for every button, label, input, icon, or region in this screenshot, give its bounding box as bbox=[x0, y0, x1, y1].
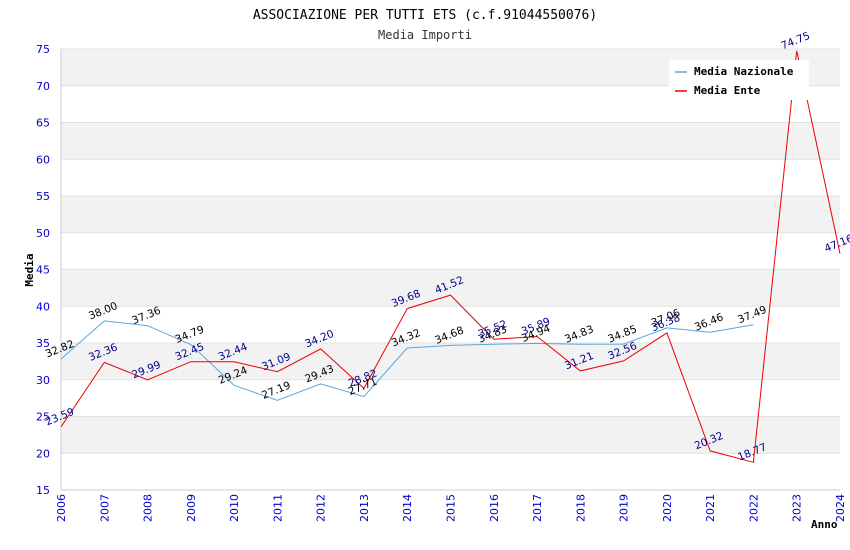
y-tick-label: 75 bbox=[36, 43, 50, 56]
chart-subtitle: Media Importi bbox=[378, 28, 472, 42]
y-tick-label: 50 bbox=[36, 227, 50, 240]
x-tick-label: 2017 bbox=[531, 494, 544, 522]
y-tick-label: 55 bbox=[36, 190, 50, 203]
legend-box bbox=[669, 60, 809, 100]
y-tick-label: 25 bbox=[36, 411, 50, 424]
grid-band bbox=[61, 379, 840, 417]
x-tick-label: 2021 bbox=[704, 494, 717, 522]
x-tick-label: 2012 bbox=[315, 494, 328, 522]
x-tick-label: 2023 bbox=[791, 494, 804, 522]
y-tick-label: 20 bbox=[36, 447, 50, 460]
x-tick-label: 2020 bbox=[661, 494, 674, 522]
x-axis-label: Anno bbox=[811, 518, 838, 531]
grid-band bbox=[61, 416, 840, 454]
grid-bands bbox=[61, 49, 840, 490]
x-tick-label: 2019 bbox=[618, 494, 631, 522]
x-tick-label: 2014 bbox=[401, 494, 414, 522]
y-axis-label: Media bbox=[23, 253, 36, 286]
x-tick-label: 2015 bbox=[445, 494, 458, 522]
y-tick-label: 60 bbox=[36, 153, 50, 166]
legend: Media Nazionale Media Ente bbox=[669, 60, 809, 100]
grid-band bbox=[61, 122, 840, 160]
chart-title: ASSOCIAZIONE PER TUTTI ETS (c.f.91044550… bbox=[253, 8, 597, 23]
grid-band bbox=[61, 306, 840, 343]
y-tick-label: 65 bbox=[36, 117, 50, 130]
grid-band bbox=[61, 269, 840, 307]
x-tick-label: 2018 bbox=[574, 494, 587, 522]
y-tick-label: 45 bbox=[36, 264, 50, 277]
x-tick-label: 2013 bbox=[358, 494, 371, 522]
axes bbox=[60, 49, 840, 491]
x-tick-label: 2022 bbox=[747, 494, 760, 522]
y-tick-label: 70 bbox=[36, 80, 50, 93]
grid-band bbox=[61, 453, 840, 490]
y-tick-label: 40 bbox=[36, 300, 50, 313]
y-tick-label: 30 bbox=[36, 374, 50, 387]
x-tick-label: 2009 bbox=[185, 494, 198, 522]
y-tick-label: 35 bbox=[36, 337, 50, 350]
x-tick-label: 2024 bbox=[834, 494, 847, 522]
series-line-media-nazionale bbox=[60, 320, 754, 401]
x-tick-label: 2016 bbox=[488, 494, 501, 522]
y-tick-labels: 15 20 25 30 35 40 45 50 55 60 65 70 75 bbox=[36, 43, 50, 497]
x-tick-label: 2007 bbox=[98, 494, 111, 522]
series-line-media-ente bbox=[60, 50, 841, 463]
grid-band bbox=[61, 232, 840, 270]
legend-label-media-nazionale: Media Nazionale bbox=[694, 65, 794, 78]
y-tick-label: 15 bbox=[36, 484, 50, 497]
x-tick-label: 2006 bbox=[55, 494, 68, 522]
legend-label-media-ente: Media Ente bbox=[694, 84, 761, 97]
x-tick-labels: 2006 2007 2008 2009 2010 2011 2012 2013 2014 2015… bbox=[55, 494, 847, 522]
series-lines bbox=[60, 50, 841, 463]
grid-band bbox=[61, 196, 840, 233]
grid-band bbox=[61, 159, 840, 196]
x-tick-label: 2008 bbox=[142, 494, 155, 522]
x-tick-label: 2010 bbox=[228, 494, 241, 522]
x-tick-label: 2011 bbox=[271, 494, 284, 522]
